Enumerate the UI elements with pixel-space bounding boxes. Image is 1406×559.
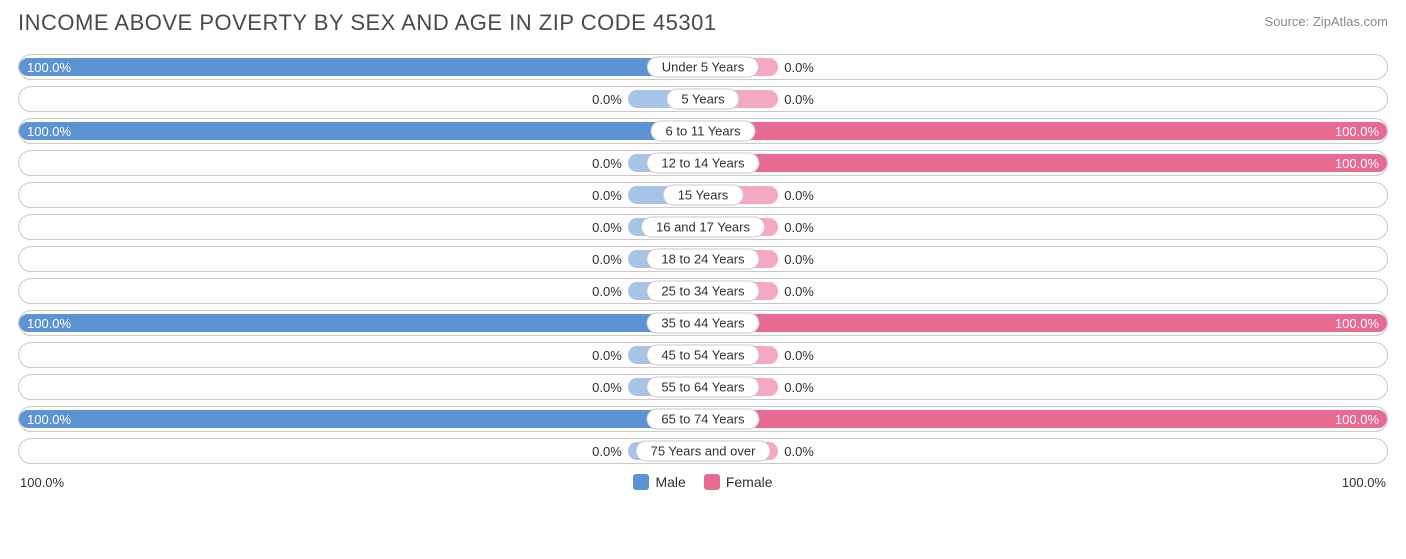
chart-row: 100.0% 0.0% Under 5 Years — [18, 54, 1388, 80]
value-label-female: 0.0% — [784, 439, 814, 463]
value-label-female: 0.0% — [784, 375, 814, 399]
legend-swatch-female — [704, 474, 720, 490]
category-label: 55 to 64 Years — [646, 377, 759, 398]
value-label-male: 0.0% — [592, 183, 622, 207]
value-label-female: 0.0% — [784, 215, 814, 239]
value-label-male: 0.0% — [592, 247, 622, 271]
bar-female — [703, 154, 1387, 172]
chart-row: 0.0% 100.0% 12 to 14 Years — [18, 150, 1388, 176]
value-label-female: 100.0% — [1335, 407, 1379, 431]
category-label: 6 to 11 Years — [651, 121, 756, 142]
value-label-female: 0.0% — [784, 87, 814, 111]
value-label-male: 100.0% — [27, 407, 71, 431]
bar-female — [703, 410, 1387, 428]
value-label-female: 0.0% — [784, 55, 814, 79]
category-label: 18 to 24 Years — [646, 249, 759, 270]
category-label: 35 to 44 Years — [646, 313, 759, 334]
value-label-female: 0.0% — [784, 247, 814, 271]
bar-male — [19, 58, 703, 76]
value-label-male: 100.0% — [27, 119, 71, 143]
legend-label-female: Female — [726, 474, 773, 490]
value-label-male: 0.0% — [592, 279, 622, 303]
chart-row: 0.0% 0.0% 45 to 54 Years — [18, 342, 1388, 368]
chart-row: 0.0% 0.0% 55 to 64 Years — [18, 374, 1388, 400]
value-label-female: 0.0% — [784, 343, 814, 367]
value-label-female: 100.0% — [1335, 311, 1379, 335]
axis-right-label: 100.0% — [1342, 475, 1386, 490]
bar-female — [703, 314, 1387, 332]
chart-source: Source: ZipAtlas.com — [1264, 10, 1388, 29]
chart-row: 100.0% 100.0% 35 to 44 Years — [18, 310, 1388, 336]
chart-row: 0.0% 0.0% 18 to 24 Years — [18, 246, 1388, 272]
value-label-male: 0.0% — [592, 375, 622, 399]
value-label-male: 0.0% — [592, 151, 622, 175]
bar-male — [19, 314, 703, 332]
category-label: 15 Years — [663, 185, 744, 206]
legend-item-male: Male — [633, 474, 685, 490]
chart-area: 100.0% 0.0% Under 5 Years 0.0% 0.0% 5 Years 10… — [18, 54, 1388, 464]
bar-male — [19, 122, 703, 140]
chart-title: INCOME ABOVE POVERTY BY SEX AND AGE IN Z… — [18, 10, 717, 36]
value-label-male: 0.0% — [592, 343, 622, 367]
chart-row: 0.0% 0.0% 16 and 17 Years — [18, 214, 1388, 240]
category-label: Under 5 Years — [647, 57, 759, 78]
category-label: 65 to 74 Years — [646, 409, 759, 430]
chart-row: 100.0% 100.0% 6 to 11 Years — [18, 118, 1388, 144]
value-label-male: 0.0% — [592, 215, 622, 239]
value-label-male: 100.0% — [27, 311, 71, 335]
chart-row: 0.0% 0.0% 75 Years and over — [18, 438, 1388, 464]
value-label-male: 100.0% — [27, 55, 71, 79]
chart-row: 0.0% 0.0% 25 to 34 Years — [18, 278, 1388, 304]
chart-row: 100.0% 100.0% 65 to 74 Years — [18, 406, 1388, 432]
axis-row: 100.0% Male Female 100.0% — [18, 470, 1388, 490]
category-label: 12 to 14 Years — [646, 153, 759, 174]
legend-item-female: Female — [704, 474, 773, 490]
legend-label-male: Male — [655, 474, 685, 490]
category-label: 16 and 17 Years — [641, 217, 765, 238]
value-label-female: 0.0% — [784, 279, 814, 303]
value-label-male: 0.0% — [592, 87, 622, 111]
legend-swatch-male — [633, 474, 649, 490]
bar-male — [19, 410, 703, 428]
category-label: 25 to 34 Years — [646, 281, 759, 302]
value-label-male: 0.0% — [592, 439, 622, 463]
category-label: 45 to 54 Years — [646, 345, 759, 366]
bar-female — [703, 122, 1387, 140]
category-label: 75 Years and over — [636, 441, 771, 462]
axis-left-label: 100.0% — [20, 475, 64, 490]
chart-row: 0.0% 0.0% 5 Years — [18, 86, 1388, 112]
chart-header: INCOME ABOVE POVERTY BY SEX AND AGE IN Z… — [18, 10, 1388, 36]
value-label-female: 100.0% — [1335, 151, 1379, 175]
value-label-female: 100.0% — [1335, 119, 1379, 143]
chart-row: 0.0% 0.0% 15 Years — [18, 182, 1388, 208]
category-label: 5 Years — [666, 89, 739, 110]
chart-container: INCOME ABOVE POVERTY BY SEX AND AGE IN Z… — [0, 0, 1406, 498]
value-label-female: 0.0% — [784, 183, 814, 207]
legend: Male Female — [633, 474, 772, 490]
